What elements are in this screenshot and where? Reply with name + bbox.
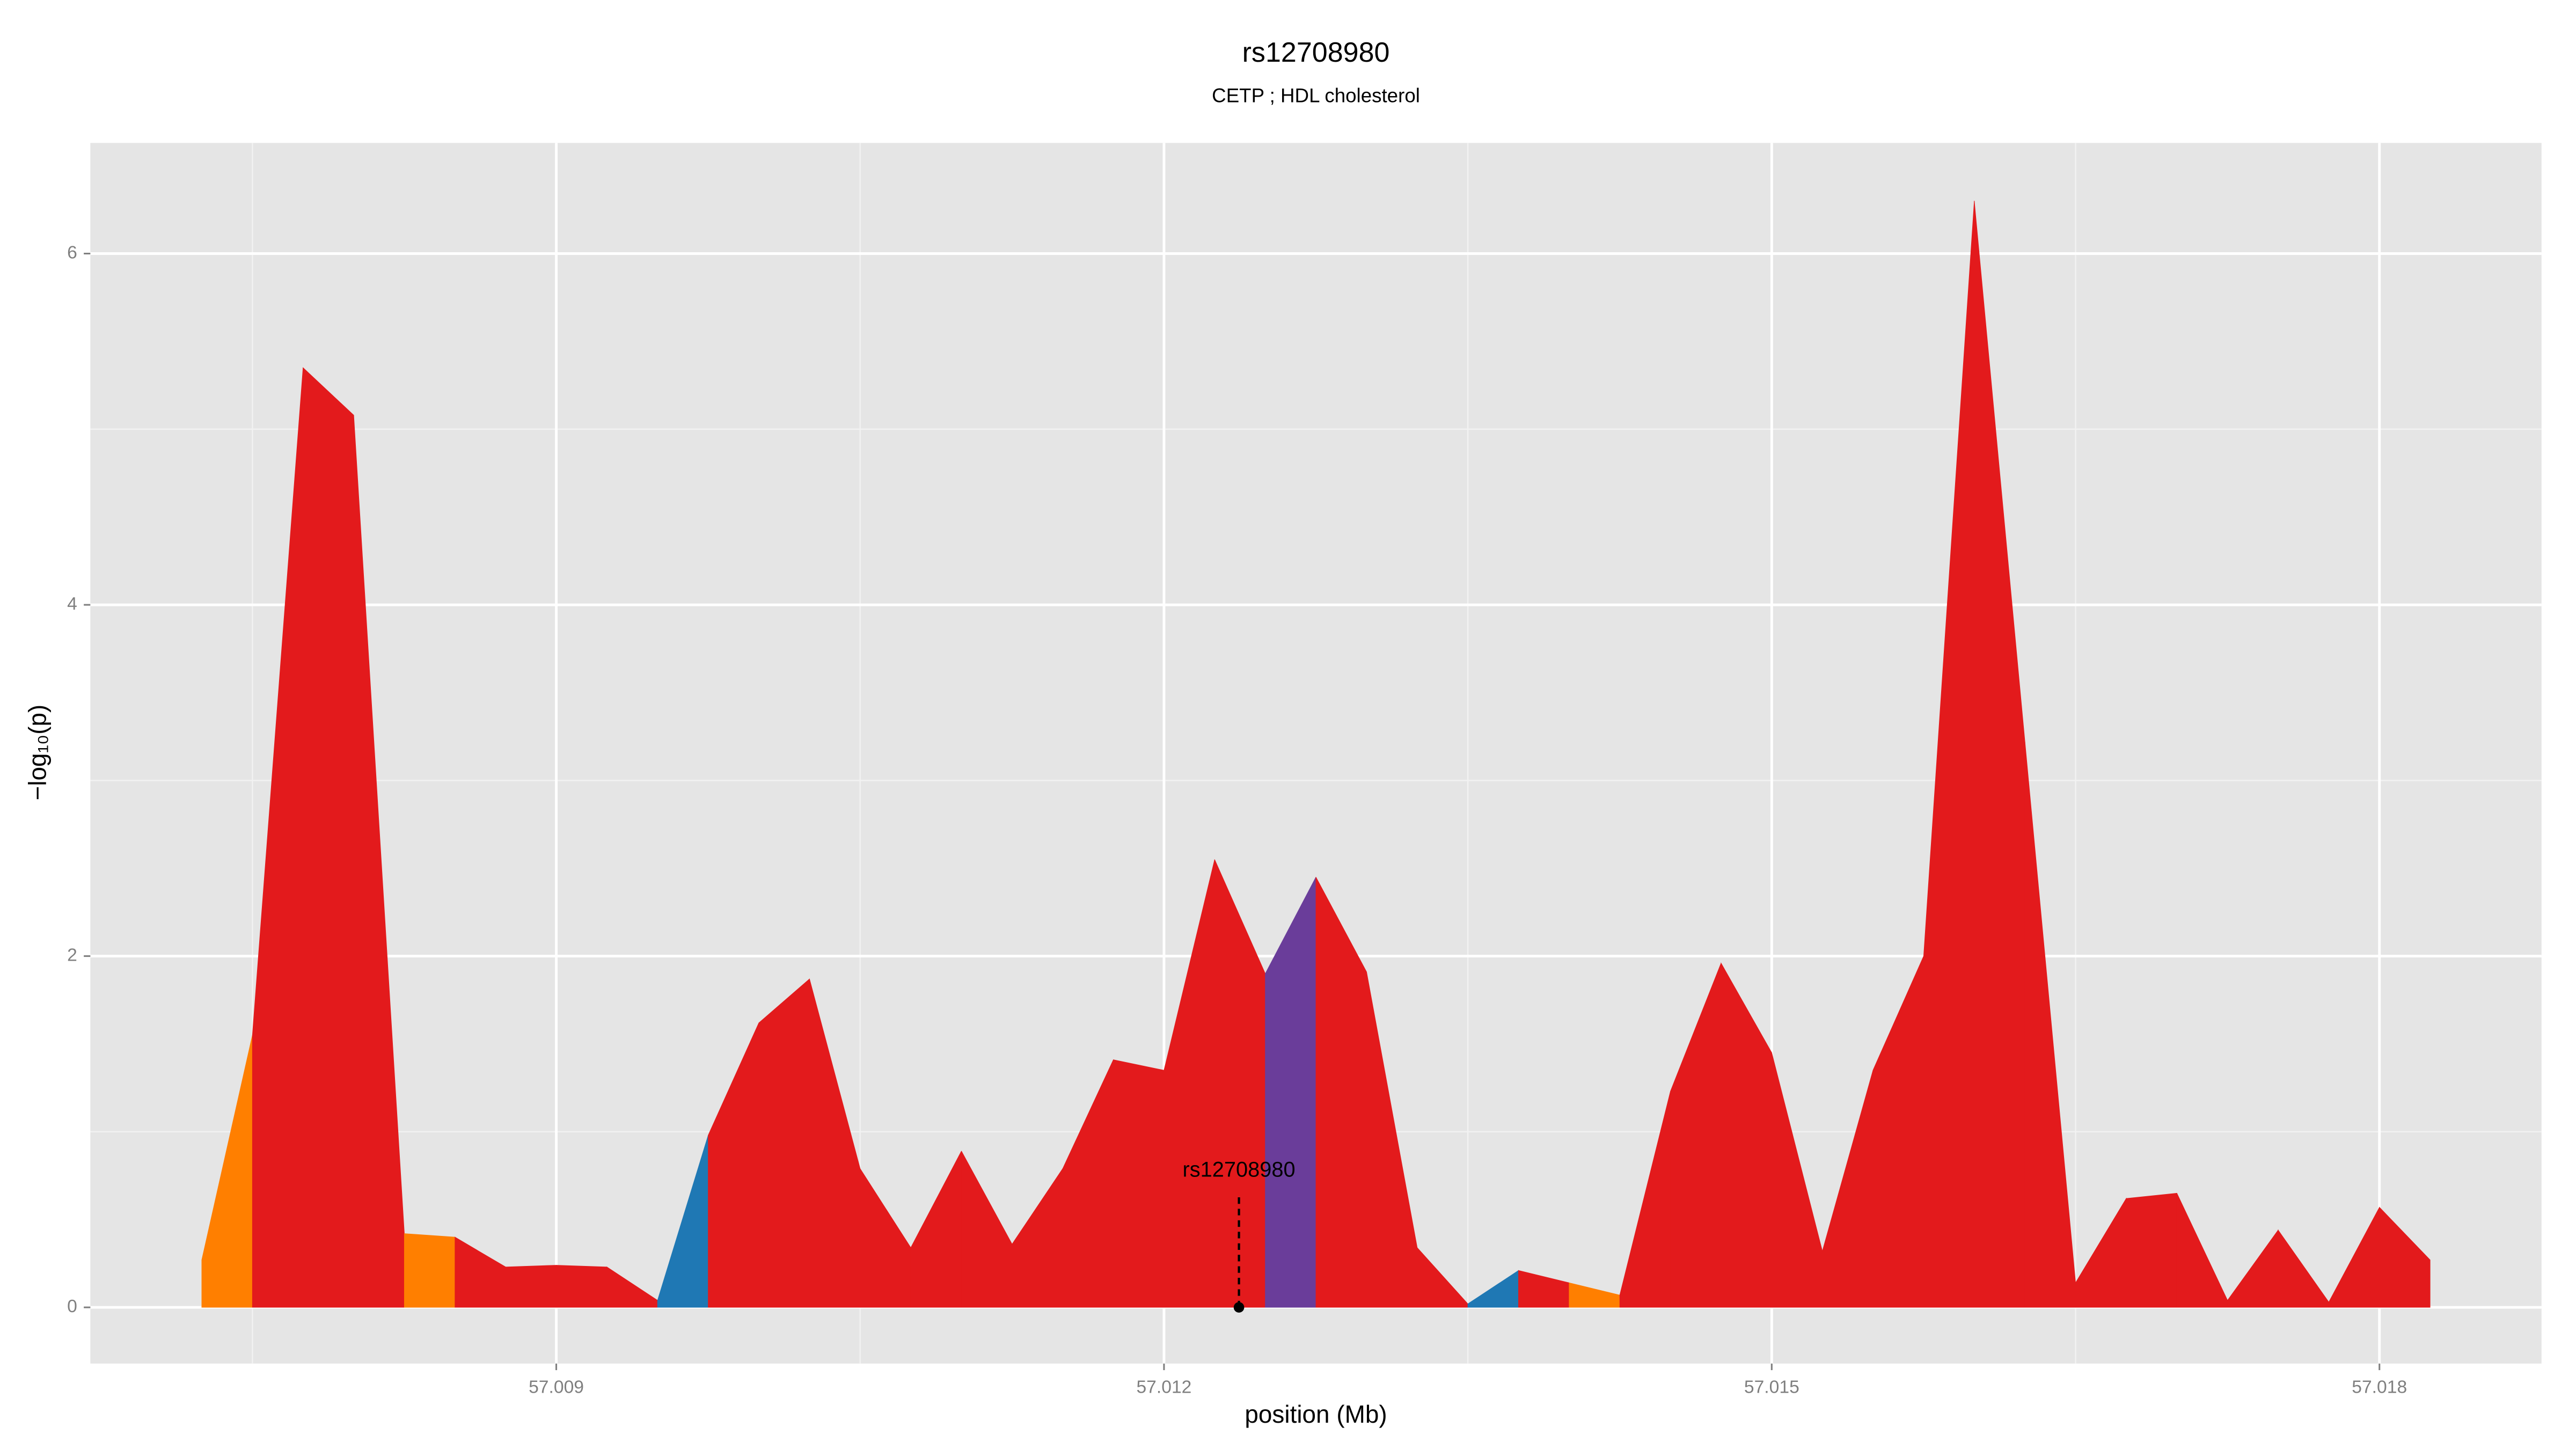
x-tick-label: 57.012 xyxy=(1136,1378,1191,1397)
x-tick-label: 57.018 xyxy=(2352,1378,2407,1397)
x-axis-label: position (Mb) xyxy=(1245,1400,1387,1428)
area-segment xyxy=(404,1233,456,1308)
area-segment xyxy=(303,367,354,1308)
annotation-point xyxy=(1233,1302,1245,1313)
y-tick-label: 4 xyxy=(67,594,77,614)
area-segment xyxy=(2126,1192,2177,1308)
area-segment xyxy=(1113,1059,1165,1308)
area-segment xyxy=(758,978,810,1308)
x-tick-label: 57.009 xyxy=(529,1378,584,1397)
y-axis-label: −log₁₀(p) xyxy=(24,705,52,801)
y-tick-label: 6 xyxy=(67,243,77,262)
y-tick-label: 2 xyxy=(67,945,77,965)
area-segment xyxy=(505,1265,557,1308)
area-segment xyxy=(2379,1206,2431,1308)
area-segment xyxy=(556,1265,608,1308)
x-tick-label: 57.015 xyxy=(1744,1378,1799,1397)
chart-subtitle: CETP ; HDL cholesterol xyxy=(1212,84,1420,106)
chart-title: rs12708980 xyxy=(1242,37,1390,68)
annotation-label: rs12708980 xyxy=(1183,1158,1296,1182)
y-tick-label: 0 xyxy=(67,1297,77,1316)
